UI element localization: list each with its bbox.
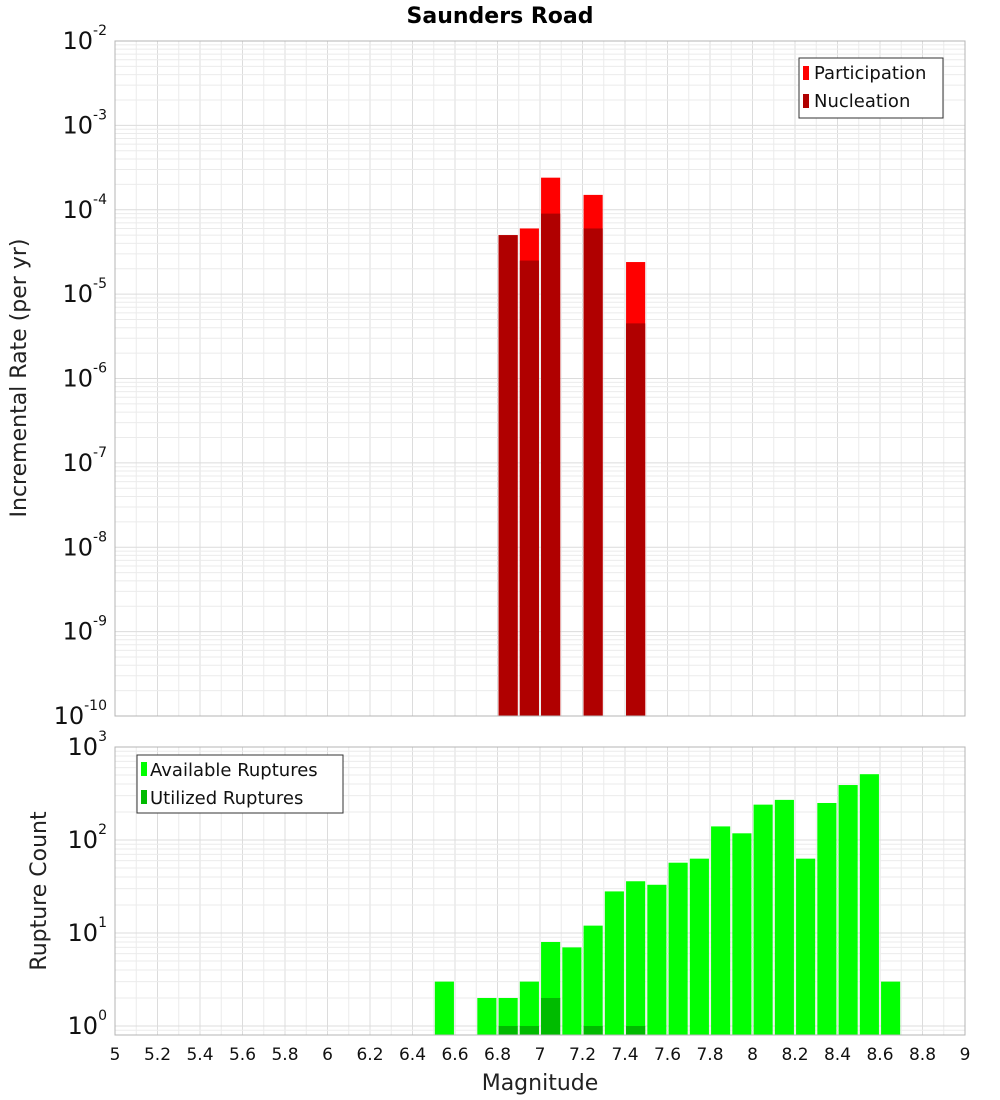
y-tick-label: 10-4 [62, 192, 107, 224]
x-tick-label: 6 [322, 1045, 333, 1065]
y-tick-label: 100 [68, 1008, 107, 1040]
bar-available-ruptures [881, 981, 901, 1035]
y-tick-label: 103 [68, 729, 107, 761]
x-tick-label: 9 [960, 1045, 971, 1065]
y-tick-label: 10-7 [62, 445, 107, 477]
x-tick-label: 5.2 [144, 1045, 171, 1065]
y-tick-label: 10-10 [54, 698, 107, 730]
x-tick-label: 5 [110, 1045, 121, 1065]
x-tick-label: 8 [747, 1045, 758, 1065]
x-tick-label: 7.4 [611, 1045, 638, 1065]
bar-available-ruptures [817, 802, 837, 1035]
bar-available-ruptures [477, 997, 497, 1035]
utilized-ruptures-legend-label: Utilized Ruptures [150, 788, 303, 809]
bar-available-ruptures [519, 981, 539, 1035]
incremental-rate-legend: Participation Nucleation [798, 57, 944, 119]
bar-available-ruptures [562, 947, 582, 1035]
x-tick-label: 6.8 [484, 1045, 511, 1065]
incremental-rate-y-ticks: 10-10 10-9 10-8 10-7 10-6 10-5 10-4 10-3 10-2 [54, 23, 108, 730]
x-tick-label: 5.8 [271, 1045, 298, 1065]
x-tick-label: 6.4 [399, 1045, 426, 1065]
participation-legend-label: Participation [814, 63, 926, 84]
overlay-bar-nucleation [541, 213, 561, 717]
bar-available-ruptures [604, 891, 624, 1035]
incremental-rate-gridlines [114, 41, 966, 717]
bar-available-ruptures [711, 826, 731, 1035]
x-tick-label: 5.4 [186, 1045, 213, 1065]
rupture-count-legend: Available Ruptures Utilized Ruptures [136, 754, 344, 814]
incremental-rate-panel: 10-10 10-9 10-8 10-7 10-6 10-5 10-4 10-3 10-2 In… [7, 23, 966, 730]
x-tick-label: 7 [535, 1045, 546, 1065]
bar-available-ruptures [732, 833, 752, 1035]
y-tick-label: 10-6 [62, 361, 107, 393]
rupture-count-legend-box [136, 754, 344, 814]
available-ruptures-legend-swatch [141, 762, 147, 776]
bar-available-ruptures [434, 981, 454, 1035]
overlay-bar-utilized-ruptures [626, 1025, 646, 1035]
overlay-bar-nucleation [519, 260, 539, 716]
bar-available-ruptures [583, 925, 603, 1035]
x-tick-label: 5.6 [229, 1045, 256, 1065]
bar-available-ruptures [859, 774, 879, 1035]
incremental-rate-bars [498, 177, 646, 717]
incremental-rate-y-axis-label: Incremental Rate (per yr) [7, 239, 32, 518]
y-tick-label: 10-5 [62, 276, 107, 308]
x-tick-label: 7.2 [569, 1045, 596, 1065]
bar-available-ruptures [626, 881, 646, 1035]
x-tick-label: 8.8 [909, 1045, 936, 1065]
x-tick-label: 7.8 [696, 1045, 723, 1065]
bar-available-ruptures [498, 997, 518, 1035]
y-tick-label: 10-3 [62, 107, 107, 139]
x-tick-label: 8.4 [824, 1045, 851, 1065]
rupture-count-panel: 100 101 102 103 5 5.2 5.4 5.6 5.8 6 6.2 6.4 6.6 6.8 7… [27, 729, 970, 1096]
bar-available-ruptures [753, 804, 773, 1035]
x-tick-label: 8.6 [866, 1045, 893, 1065]
rupture-count-y-axis-label: Rupture Count [27, 811, 52, 971]
overlay-bar-utilized-ruptures [583, 1025, 603, 1035]
overlay-bar-utilized-ruptures [541, 997, 561, 1035]
incremental-rate-legend-box [798, 57, 944, 119]
overlay-bar-utilized-ruptures [519, 1025, 539, 1035]
y-tick-label: 101 [68, 915, 107, 947]
bar-available-ruptures [647, 884, 667, 1035]
rupture-count-plot-frame [114, 746, 966, 1036]
utilized-ruptures-legend-swatch [141, 790, 147, 804]
incremental-rate-plot-frame [114, 40, 966, 717]
y-tick-label: 102 [68, 822, 107, 854]
overlay-bar-nucleation [583, 228, 603, 716]
bar-available-ruptures [668, 862, 688, 1035]
magnitude-x-axis-label: Magnitude [482, 1071, 599, 1096]
x-tick-label: 8.2 [781, 1045, 808, 1065]
y-tick-label: 10-8 [62, 529, 107, 561]
participation-legend-swatch [803, 66, 809, 80]
x-tick-label: 6.2 [356, 1045, 383, 1065]
y-tick-label: 10-2 [62, 23, 107, 55]
bar-available-ruptures [838, 785, 858, 1035]
y-tick-label: 10-9 [62, 614, 107, 646]
rupture-count-bars [434, 774, 901, 1035]
overlay-bar-utilized-ruptures [498, 1025, 518, 1035]
overlay-bar-nucleation [498, 235, 518, 716]
nucleation-legend-swatch [803, 94, 809, 108]
available-ruptures-legend-label: Available Ruptures [150, 760, 318, 781]
nucleation-legend-label: Nucleation [814, 91, 910, 112]
rupture-count-y-ticks: 100 101 102 103 [68, 729, 107, 1040]
chart-title: Saunders Road [407, 4, 594, 29]
bar-available-ruptures [689, 858, 709, 1035]
x-tick-label: 7.6 [654, 1045, 681, 1065]
bar-available-ruptures [796, 858, 816, 1035]
x-tick-label: 6.6 [441, 1045, 468, 1065]
overlay-bar-nucleation [626, 323, 646, 716]
bar-available-ruptures [774, 799, 794, 1035]
magnitude-x-ticks: 5 5.2 5.4 5.6 5.8 6 6.2 6.4 6.6 6.8 7 7.2 7.4 7.6 7.8 8… [110, 1045, 971, 1065]
